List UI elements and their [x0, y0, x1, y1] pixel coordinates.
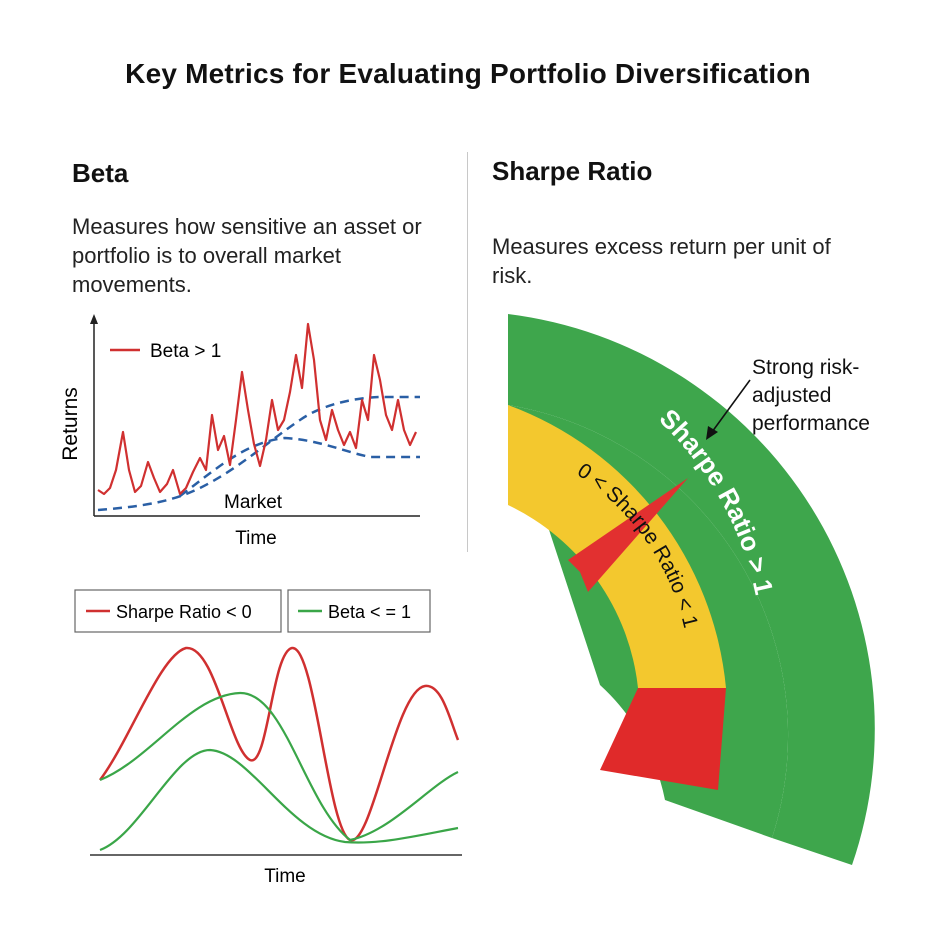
beta-heading: Beta	[72, 158, 129, 188]
beta-legend-label: Beta > 1	[150, 341, 221, 362]
beta-y-label: Returns	[59, 387, 82, 461]
section-divider	[467, 152, 468, 552]
callout-line-2: adjusted	[752, 384, 831, 407]
market-label: Market	[224, 492, 283, 513]
market-line-upper	[97, 395, 420, 512]
beta-description: Measures how sensitive an asset or portf…	[72, 214, 422, 297]
callout-line-1: Strong risk-	[752, 356, 859, 379]
sharpe-heading: Sharpe Ratio	[492, 156, 653, 186]
sharpe-gauge: Sharpe Ratio > 1 0 < Sharpe Ratio < 1 St…	[508, 314, 875, 865]
legend-label-sharpe: Sharpe Ratio < 0	[116, 602, 252, 622]
gauge-needle	[568, 478, 688, 592]
page-title: Key Metrics for Evaluating Portfolio Div…	[125, 58, 811, 89]
legend-label-beta: Beta < = 1	[328, 602, 411, 622]
lower-x-label: Time	[264, 866, 306, 887]
sharpe-negative-line	[98, 646, 460, 842]
beta-le-line-upper	[99, 691, 459, 842]
gauge-band-red	[600, 688, 726, 790]
beta-y-axis-arrow	[90, 314, 98, 324]
beta-chart: Returns Time Beta > 1 Market	[59, 314, 420, 549]
beta-x-label: Time	[235, 528, 277, 549]
market-line-lower	[179, 436, 420, 498]
lower-chart: Sharpe Ratio < 0 Beta < = 1 Time	[74, 589, 462, 887]
beta-greater-line	[97, 322, 417, 496]
callout-arrow-head	[706, 426, 718, 440]
callout-arrow-line	[711, 379, 751, 433]
beta-le-line-lower	[99, 748, 459, 852]
sharpe-description: Measures excess return per unit of risk.	[492, 234, 831, 288]
callout-line-3: performance	[752, 412, 870, 435]
gauge-band-outer	[508, 314, 875, 865]
